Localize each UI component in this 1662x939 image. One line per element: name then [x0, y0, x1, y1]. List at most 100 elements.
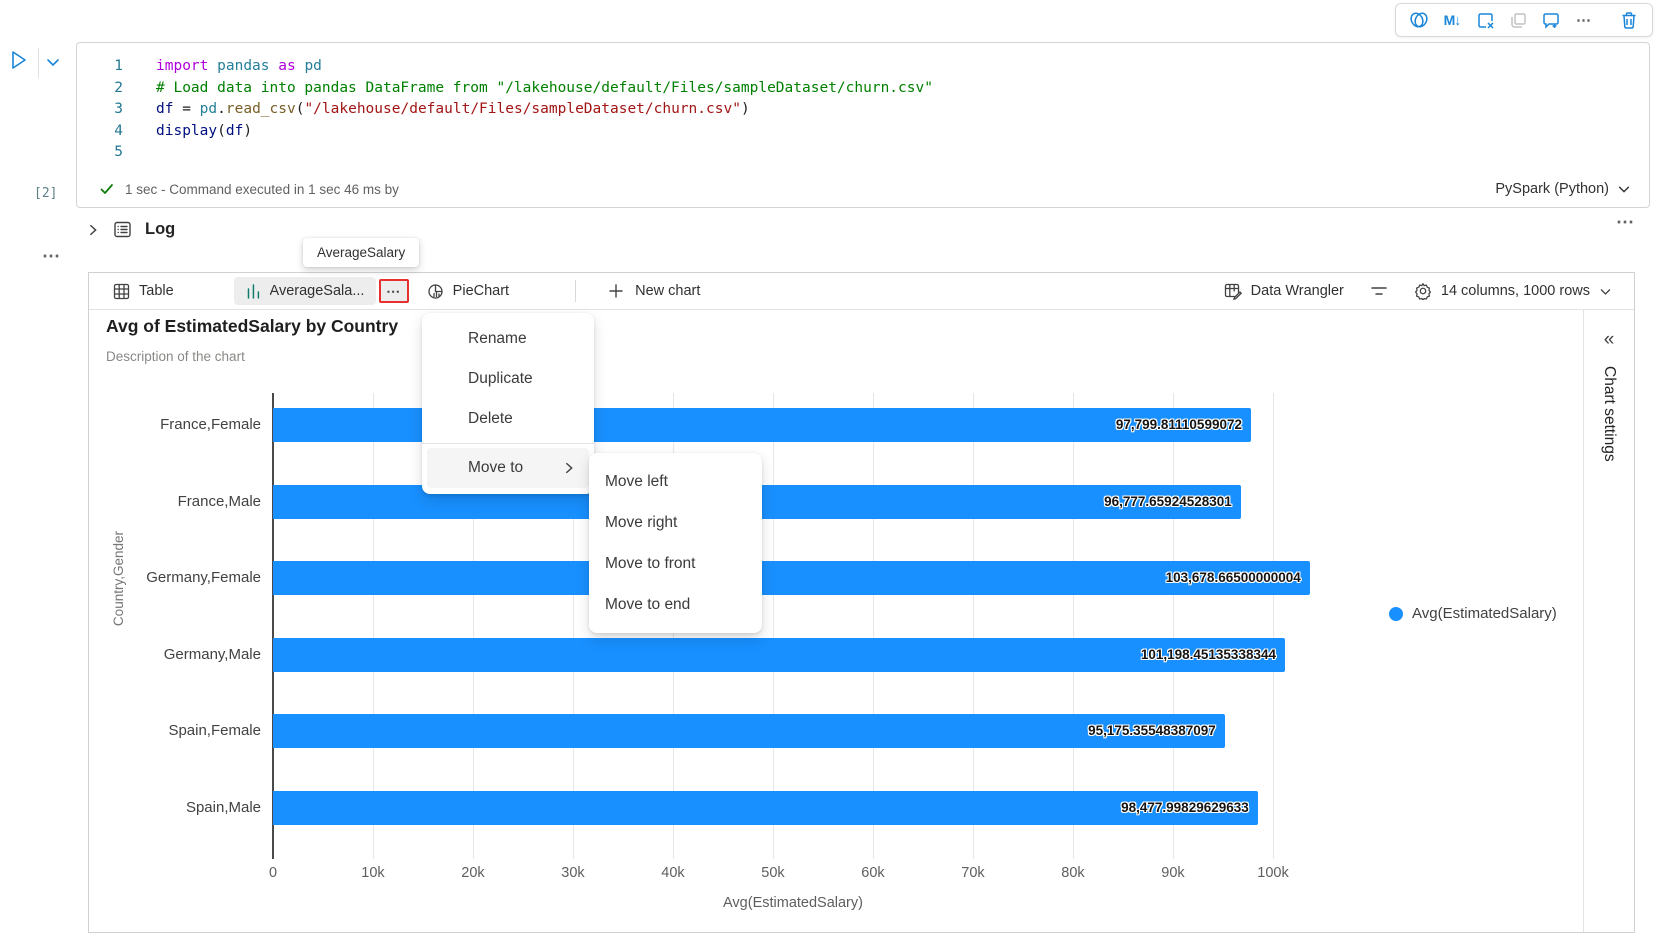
chart-settings-strip: « Chart settings — [1583, 310, 1634, 932]
x-tick-label: 80k — [1061, 865, 1085, 881]
chart-tab-tooltip: AverageSalary — [303, 238, 420, 267]
chevron-down-icon — [1600, 288, 1611, 295]
submenu-item-move-to-front[interactable]: Move to front — [605, 555, 696, 572]
chart-title: Avg of EstimatedSalary by Country — [106, 316, 399, 336]
menu-item-rename[interactable]: Rename — [468, 330, 527, 347]
submenu-item-move-left[interactable]: Move left — [605, 473, 668, 490]
bar-value-label: 97,799.81110599072 — [1115, 417, 1242, 432]
chevron-down-icon — [1618, 186, 1630, 193]
x-tick-label: 20k — [461, 865, 485, 881]
line-number: 3 — [114, 101, 123, 117]
menu-item-delete[interactable]: Delete — [468, 410, 513, 427]
bar-row: 103,678.66500000004 Germany,Female — [146, 561, 1313, 596]
chart-subtitle: Description of the chart — [106, 349, 245, 364]
chart-tab-more-button[interactable]: ⋯ — [378, 279, 409, 303]
legend-label: Avg(EstimatedSalary) — [1412, 605, 1557, 622]
bar[interactable]: 95,175.35548387097 — [273, 714, 1225, 749]
line-number: 1 — [114, 58, 123, 74]
category-label: Germany,Male — [163, 645, 261, 663]
chevron-right-icon — [562, 461, 576, 475]
bar-row: 98,477.99829629633 Spain,Male — [186, 791, 1313, 825]
chevron-right-icon[interactable] — [86, 223, 100, 237]
delete-cell-icon[interactable] — [1619, 9, 1639, 31]
bar-value-label: 103,678.66500000004 — [1165, 570, 1301, 586]
more-options-icon[interactable]: ⋯ — [1576, 12, 1592, 29]
log-more-icon[interactable]: ⋯ — [1616, 212, 1635, 232]
kernel-selector[interactable]: PySpark (Python) — [1495, 181, 1631, 197]
chart-tab-context-menu: Rename Duplicate Delete Move to — [422, 313, 594, 494]
new-chart-button[interactable]: New chart — [608, 283, 700, 299]
gridline — [473, 393, 474, 859]
cell-status-bar: 1 sec - Command executed in 1 sec 46 ms … — [77, 178, 1649, 200]
code-line[interactable]: 4 display(df) — [77, 121, 1649, 143]
data-wrangler-icon — [1224, 283, 1242, 300]
tab-divider — [575, 280, 577, 302]
pie-chart-icon — [428, 283, 443, 299]
code-cell[interactable]: 1 import pandas as pd 2 # Load data into pa… — [76, 42, 1650, 208]
y-axis-line — [272, 393, 274, 859]
add-comment-icon[interactable] — [1541, 9, 1561, 31]
cell-status-text: 1 sec - Command executed in 1 sec 46 ms … — [125, 181, 399, 197]
tab-average-salary-chart[interactable]: AverageSala... — [233, 277, 376, 305]
legend-item[interactable]: Avg(EstimatedSalary) — [1389, 605, 1557, 622]
clear-output-icon[interactable] — [1475, 9, 1495, 31]
gridline — [773, 393, 774, 859]
filter-icon[interactable] — [1370, 284, 1388, 298]
submenu-item-move-to-end[interactable]: Move to end — [605, 596, 691, 613]
line-number: 2 — [114, 79, 123, 96]
bar[interactable]: 98,477.99829629633 — [273, 791, 1258, 825]
x-tick-label: 70k — [961, 865, 985, 881]
x-tick-label: 40k — [661, 865, 685, 881]
data-wrangler-button[interactable]: Data Wrangler — [1224, 283, 1344, 300]
bar-row: 95,175.35548387097 Spain,Female — [168, 714, 1313, 749]
menu-item-move-to[interactable]: Move to — [427, 448, 589, 488]
x-tick-label: 30k — [561, 865, 585, 881]
columns-rows-label: 14 columns, 1000 rows — [1440, 283, 1590, 299]
x-tick-label: 10k — [361, 865, 385, 881]
tab-average-salary-label: AverageSala... — [269, 283, 364, 299]
submenu-item-move-right[interactable]: Move right — [605, 514, 678, 531]
gridline — [1073, 393, 1074, 859]
chart-settings-label[interactable]: Chart settings — [1601, 366, 1618, 462]
code-lines[interactable]: 1 import pandas as pd 2 # Load data into pa… — [77, 43, 1649, 164]
code-line[interactable]: 3 df = pd.read_csv("/lakehouse/default/Fi… — [77, 99, 1649, 121]
code-line[interactable]: 5 — [77, 142, 1649, 164]
log-section-header[interactable]: Log — [86, 220, 175, 239]
x-tick-label: 60k — [861, 865, 885, 881]
category-label: Germany,Female — [146, 569, 261, 587]
expand-settings-icon[interactable]: « — [1603, 329, 1615, 350]
run-cell-button[interactable] — [8, 48, 32, 76]
cell-more-icon[interactable]: ⋯ — [42, 246, 61, 266]
gridline — [1173, 393, 1174, 859]
copy-output-icon — [1508, 9, 1528, 31]
run-options-chevron-down-icon[interactable] — [45, 54, 61, 70]
bar-chart-icon — [247, 284, 259, 299]
tab-pie-chart[interactable]: PieChart — [427, 283, 509, 300]
bar-row: 101,198.45135338344 Germany,Male — [164, 637, 1313, 672]
markdown-below-icon[interactable]: M↓ — [1443, 12, 1462, 28]
columns-rows-selector[interactable]: 14 columns, 1000 rows — [1414, 282, 1612, 300]
y-axis-title: Country,Gender — [111, 531, 126, 627]
menu-item-duplicate[interactable]: Duplicate — [468, 370, 533, 387]
plus-icon — [609, 284, 623, 298]
run-controls-divider — [38, 48, 39, 78]
execution-count: [2] — [34, 186, 58, 201]
code-line[interactable]: 1 import pandas as pd — [77, 56, 1649, 78]
line-number: 4 — [114, 122, 123, 139]
copilot-icon[interactable] — [1409, 9, 1429, 31]
output-card: Table AverageSala... ⋯ PieChart — [88, 272, 1635, 933]
tab-table[interactable]: Table — [113, 283, 174, 300]
log-label: Log — [145, 220, 176, 238]
bar[interactable]: 103,678.66500000004 — [273, 561, 1310, 596]
output-tab-bar: Table AverageSala... ⋯ PieChart — [89, 273, 1634, 310]
bar[interactable]: 101,198.45135338344 — [273, 637, 1285, 672]
new-chart-label: New chart — [635, 283, 701, 299]
bar[interactable]: 97,799.81110599072 — [273, 408, 1251, 442]
code-line[interactable]: 2 # Load data into pandas DataFrame from … — [77, 78, 1649, 100]
gridline — [973, 393, 974, 859]
bar-value-label: 101,198.45135338344 — [1140, 646, 1276, 662]
table-icon — [113, 283, 130, 299]
gridline — [373, 393, 374, 859]
gear-icon — [1414, 282, 1431, 300]
